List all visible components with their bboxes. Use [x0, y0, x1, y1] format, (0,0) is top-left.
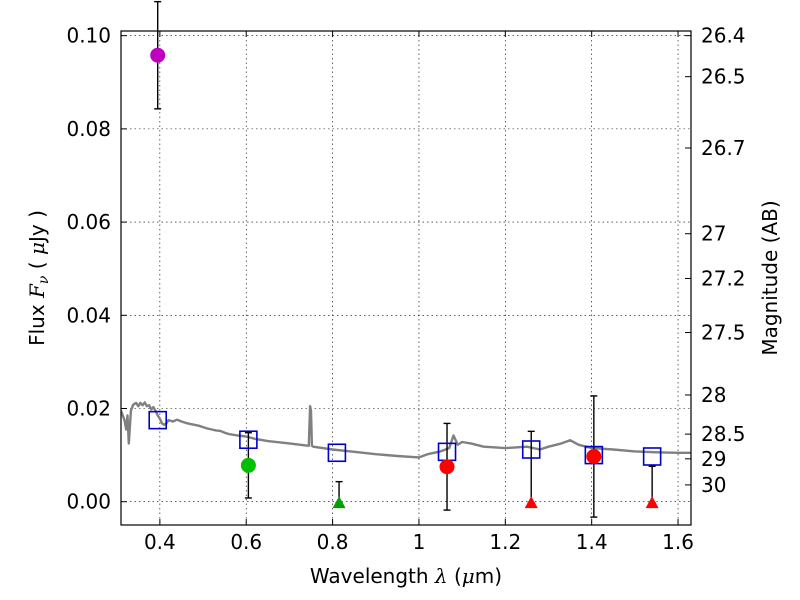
model-square-marker — [521, 440, 541, 459]
magnitude-tick-label: 28 — [701, 383, 726, 407]
upper-limit-triangle — [332, 496, 346, 509]
magnitude-tick-label: 26.4 — [701, 24, 746, 48]
model-square-marker — [327, 443, 347, 463]
y-axis-label-flux: Flux Fν ( μJy ) — [25, 210, 52, 346]
magnitude-tick-label: 28.5 — [701, 422, 746, 446]
model-square-marker — [148, 410, 168, 430]
observed-flux-point — [150, 47, 166, 63]
x-tick-label: 0.4 — [144, 530, 176, 554]
sed-model-line — [121, 401, 691, 459]
observed-flux-point — [586, 448, 602, 464]
plot-area — [121, 0, 691, 518]
x-tick-label: 1.2 — [489, 530, 521, 554]
y-tick-label: 0.00 — [66, 490, 111, 514]
magnitude-tick-label: 26.7 — [701, 136, 746, 160]
upper-limit-triangle — [524, 496, 538, 509]
magnitude-tick-label: 26.5 — [701, 65, 746, 89]
y-axis-label-magnitude: Magnitude (AB) — [758, 200, 782, 355]
grid — [121, 31, 691, 525]
y-tick-label: 0.10 — [66, 24, 111, 48]
y-tick-label: 0.04 — [66, 303, 111, 327]
model-square-marker — [239, 430, 258, 450]
plot-frame — [120, 30, 692, 526]
y-axis-left: 0.00 0.02 0.04 0.06 0.08 0.10 — [66, 24, 127, 514]
y-tick-label: 0.08 — [66, 117, 111, 141]
magnitude-tick-label: 29 — [701, 447, 726, 471]
y-tick-label: 0.06 — [66, 210, 111, 234]
magnitude-tick-label: 27.5 — [701, 321, 746, 345]
upper-limit-triangle — [645, 496, 659, 509]
y-tick-label: 0.02 — [66, 396, 111, 420]
x-tick-label: 1.4 — [576, 530, 608, 554]
model-square-marker — [642, 447, 662, 466]
x-tick-label: 0.6 — [230, 530, 262, 554]
x-tick-label: 1 — [413, 530, 426, 554]
observed-flux-point — [240, 457, 256, 473]
magnitude-tick-label: 30 — [701, 473, 726, 497]
magnitude-tick-label: 27 — [701, 222, 726, 246]
observed-flux-point — [439, 459, 455, 475]
x-tick-label: 0.8 — [317, 530, 349, 554]
x-axis-label: Wavelength λ (μm) — [310, 564, 502, 588]
x-axis: 0.4 0.6 0.8 1 1.2 1.4 1.6 — [144, 31, 694, 554]
x-tick-label: 1.6 — [662, 530, 694, 554]
magnitude-tick-label: 27.2 — [701, 266, 746, 290]
